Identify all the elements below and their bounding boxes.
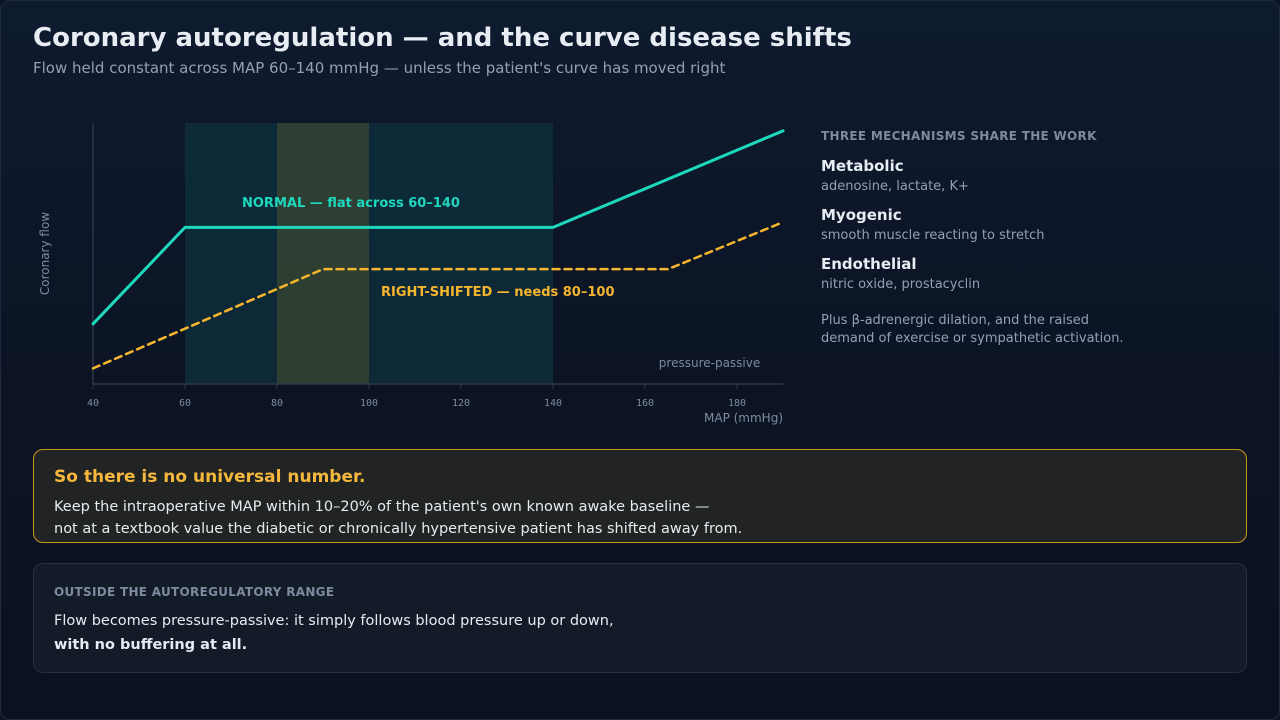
x-tick-label: 60 bbox=[179, 398, 191, 409]
x-tick-label: 160 bbox=[636, 398, 654, 409]
outside-range-heading: OUTSIDE THE AUTOREGULATORY RANGE bbox=[54, 585, 335, 599]
right-shifted-curve bbox=[91, 220, 785, 370]
mechanism-item: Myogenic smooth muscle reacting to stret… bbox=[821, 206, 1241, 243]
x-axis-label: MAP (mmHg) bbox=[704, 411, 783, 425]
mechanisms-panel: THREE MECHANISMS SHARE THE WORK Metaboli… bbox=[821, 129, 1241, 348]
takeaway-callout: So there is no universal number. Keep th… bbox=[33, 449, 1247, 543]
normal-curve bbox=[91, 129, 785, 326]
normal-curve-label: NORMAL — flat across 60–140 bbox=[242, 196, 460, 211]
mechanism-name: Metabolic bbox=[821, 157, 904, 175]
outside-range-line: Flow becomes pressure-passive: it simply… bbox=[54, 613, 614, 629]
mechanism-desc: adenosine, lactate, K+ bbox=[821, 179, 969, 194]
mechanism-desc: smooth muscle reacting to stretch bbox=[821, 228, 1045, 243]
right-shifted-curve-label: RIGHT-SHIFTED — needs 80–100 bbox=[381, 285, 615, 300]
page-subtitle: Flow held constant across MAP 60–140 mmH… bbox=[33, 59, 726, 77]
callout-line: Keep the intraoperative MAP within 10–20… bbox=[54, 499, 710, 515]
mechanism-desc: nitric oxide, prostacyclin bbox=[821, 277, 981, 292]
mechanism-item: Metabolic adenosine, lactate, K+ bbox=[821, 157, 1241, 194]
x-tick-label: 180 bbox=[728, 398, 746, 409]
mechanism-item: Endothelial nitric oxide, prostacyclin bbox=[821, 255, 1241, 292]
pressure-passive-annotation: pressure-passive bbox=[659, 356, 760, 370]
callout-line: not at a textbook value the diabetic or … bbox=[54, 521, 743, 537]
x-tick-label: 140 bbox=[544, 398, 562, 409]
x-tick-label: 100 bbox=[360, 398, 378, 409]
page-title: Coronary autoregulation — and the curve … bbox=[33, 23, 852, 53]
mechanisms-heading: THREE MECHANISMS SHARE THE WORK bbox=[821, 129, 1097, 143]
mechanisms-note-line: Plus β-adrenergic dilation, and the rais… bbox=[821, 313, 1089, 328]
y-axis-label: Coronary flow bbox=[38, 212, 52, 295]
x-tick-label: 80 bbox=[271, 398, 283, 409]
outside-range-box: OUTSIDE THE AUTOREGULATORY RANGE Flow be… bbox=[33, 563, 1247, 673]
mechanism-name: Endothelial bbox=[821, 255, 917, 273]
target-band bbox=[277, 123, 369, 384]
x-tick-label: 40 bbox=[87, 398, 99, 409]
mechanisms-note: Plus β-adrenergic dilation, and the rais… bbox=[821, 312, 1241, 348]
mechanism-name: Myogenic bbox=[821, 206, 902, 224]
outside-range-emphasis: with no buffering at all. bbox=[54, 637, 248, 653]
callout-title: So there is no universal number. bbox=[54, 467, 366, 487]
mechanisms-note-line: demand of exercise or sympathetic activa… bbox=[821, 331, 1124, 346]
x-tick-label: 120 bbox=[452, 398, 470, 409]
autoregulation-chart: 40 60 80 100 120 140 160 180 MAP (mmHg) Coronary … bbox=[38, 123, 785, 425]
